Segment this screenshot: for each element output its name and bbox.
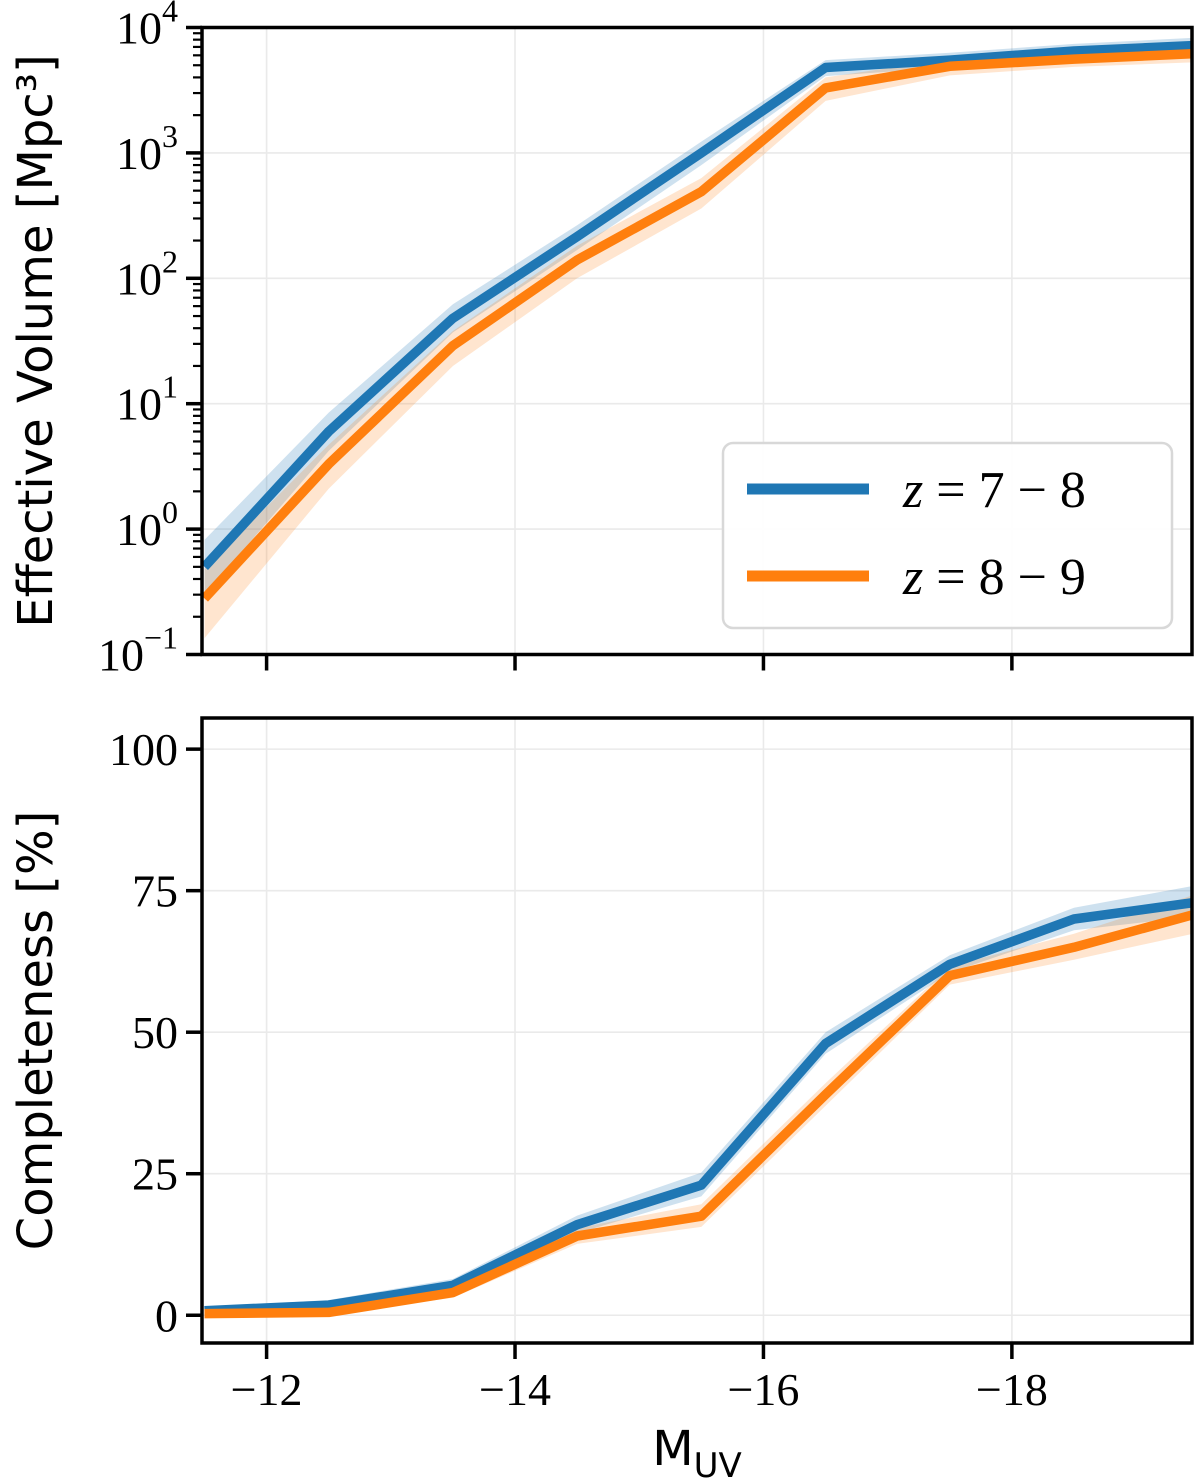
series-line-1 (202, 49, 1192, 602)
panel-border (200, 716, 1194, 1345)
completeness-panel: −12 −14 −16 −18 0 25 50 75 100 Completeness [%] MU… (8, 716, 1194, 1482)
legend-item-label-1: z = 8 − 9 (902, 549, 1086, 606)
y-tick-label-exponent: 3 (162, 118, 178, 154)
legend: z = 7 − 8z = 8 − 9 (721, 441, 1174, 630)
series-line-1 (204, 910, 1192, 1319)
panel-border (200, 25, 1194, 657)
y-tick-label-exponent: 2 (162, 243, 178, 279)
y-tick-label-exponent: 0 (162, 494, 178, 530)
x-axis-label-subscript: UV (694, 1446, 742, 1482)
y-tick-label: 101 (116, 369, 178, 430)
y-tick-label-exponent: 4 (162, 0, 178, 29)
legend-item-label-0: z = 7 − 8 (902, 462, 1086, 519)
y-tick-label-base: 10 (116, 504, 162, 555)
legend-label-rest: = 7 − 8 (923, 462, 1086, 519)
y-tick-label: 50 (132, 1007, 178, 1058)
y-tick-label: 25 (132, 1149, 178, 1200)
x-axis-label-base: M (652, 1421, 693, 1477)
x-tick-label: −14 (479, 1364, 551, 1415)
y-tick-label: 103 (116, 118, 178, 179)
y-tick-label-exponent: −1 (144, 620, 178, 656)
y-tick-label: 100 (109, 724, 178, 775)
y-tick-label: 100 (116, 494, 178, 555)
y-tick-label-base: 10 (98, 630, 144, 681)
x-tick-label: −12 (231, 1364, 303, 1415)
y-tick-label-base: 10 (116, 253, 162, 304)
y-axis-label: Completeness [%] (8, 811, 64, 1251)
legend-label-rest: = 8 − 9 (923, 549, 1086, 606)
y-tick-label-base: 10 (116, 3, 162, 54)
y-tick-label-exponent: 1 (162, 369, 178, 405)
x-tick-label: −16 (727, 1364, 799, 1415)
legend-label-variable: z (902, 462, 923, 519)
grid (202, 718, 1192, 1343)
y-tick-label: 75 (132, 866, 178, 917)
y-axis-label: Effective Volume [Mpc³] (8, 54, 64, 627)
y-tick-label: 0 (155, 1290, 178, 1341)
plot-area (202, 37, 1192, 639)
legend-label-variable: z (902, 549, 923, 606)
series-line-0 (204, 898, 1192, 1316)
y-tick-label: 102 (116, 243, 178, 304)
y-tick-label: 104 (116, 0, 178, 54)
x-axis-label: MUV (652, 1421, 742, 1482)
x-tick-label: −18 (976, 1364, 1048, 1415)
y-tick-label-base: 10 (116, 128, 162, 179)
plot-area (204, 886, 1192, 1319)
y-tick-label: 10−1 (98, 620, 178, 681)
y-tick-label-base: 10 (116, 379, 162, 430)
series-line-0 (202, 40, 1192, 571)
